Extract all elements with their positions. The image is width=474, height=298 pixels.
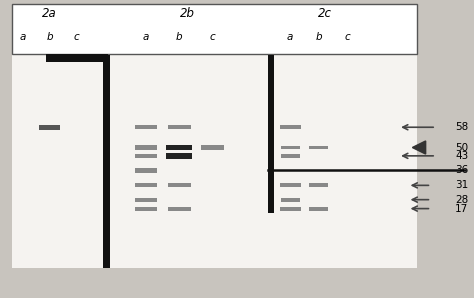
Text: 17: 17 <box>455 204 468 214</box>
Bar <box>12 4 417 54</box>
Bar <box>201 145 224 150</box>
Text: a: a <box>143 32 149 42</box>
Text: 31: 31 <box>455 180 468 190</box>
Polygon shape <box>412 141 426 154</box>
Bar <box>135 198 157 202</box>
Bar <box>309 207 328 210</box>
Bar <box>168 207 191 211</box>
Text: c: c <box>344 32 350 42</box>
Bar <box>280 125 301 129</box>
Text: 2a: 2a <box>42 7 57 20</box>
Bar <box>46 54 108 62</box>
Text: b: b <box>176 32 182 42</box>
Bar <box>281 198 300 201</box>
Bar <box>135 168 157 173</box>
Text: c: c <box>210 32 215 42</box>
Bar <box>168 183 191 187</box>
Bar <box>166 145 192 150</box>
Bar <box>135 207 157 211</box>
Bar <box>281 146 300 150</box>
Text: c: c <box>74 32 80 42</box>
Bar <box>309 146 328 150</box>
Text: 58: 58 <box>455 122 468 132</box>
Bar <box>168 125 191 129</box>
Bar <box>12 54 417 268</box>
Bar <box>281 154 300 158</box>
Text: a: a <box>287 32 293 42</box>
Text: b: b <box>315 32 322 42</box>
Bar <box>135 145 157 150</box>
Text: a: a <box>19 32 26 42</box>
Text: 36: 36 <box>455 165 468 176</box>
Text: 43: 43 <box>455 151 468 161</box>
Text: 2b: 2b <box>180 7 195 20</box>
Bar <box>135 183 157 187</box>
Bar <box>103 55 110 268</box>
Bar <box>268 55 274 213</box>
Text: 2c: 2c <box>318 7 332 20</box>
Bar <box>166 153 192 159</box>
Text: 28: 28 <box>455 195 468 205</box>
Bar <box>135 125 157 129</box>
Bar <box>280 207 301 210</box>
Text: 50: 50 <box>455 142 468 153</box>
Text: b: b <box>46 32 53 42</box>
Bar <box>280 183 301 187</box>
Bar <box>309 183 328 187</box>
Bar <box>39 125 61 130</box>
Bar <box>135 154 157 158</box>
